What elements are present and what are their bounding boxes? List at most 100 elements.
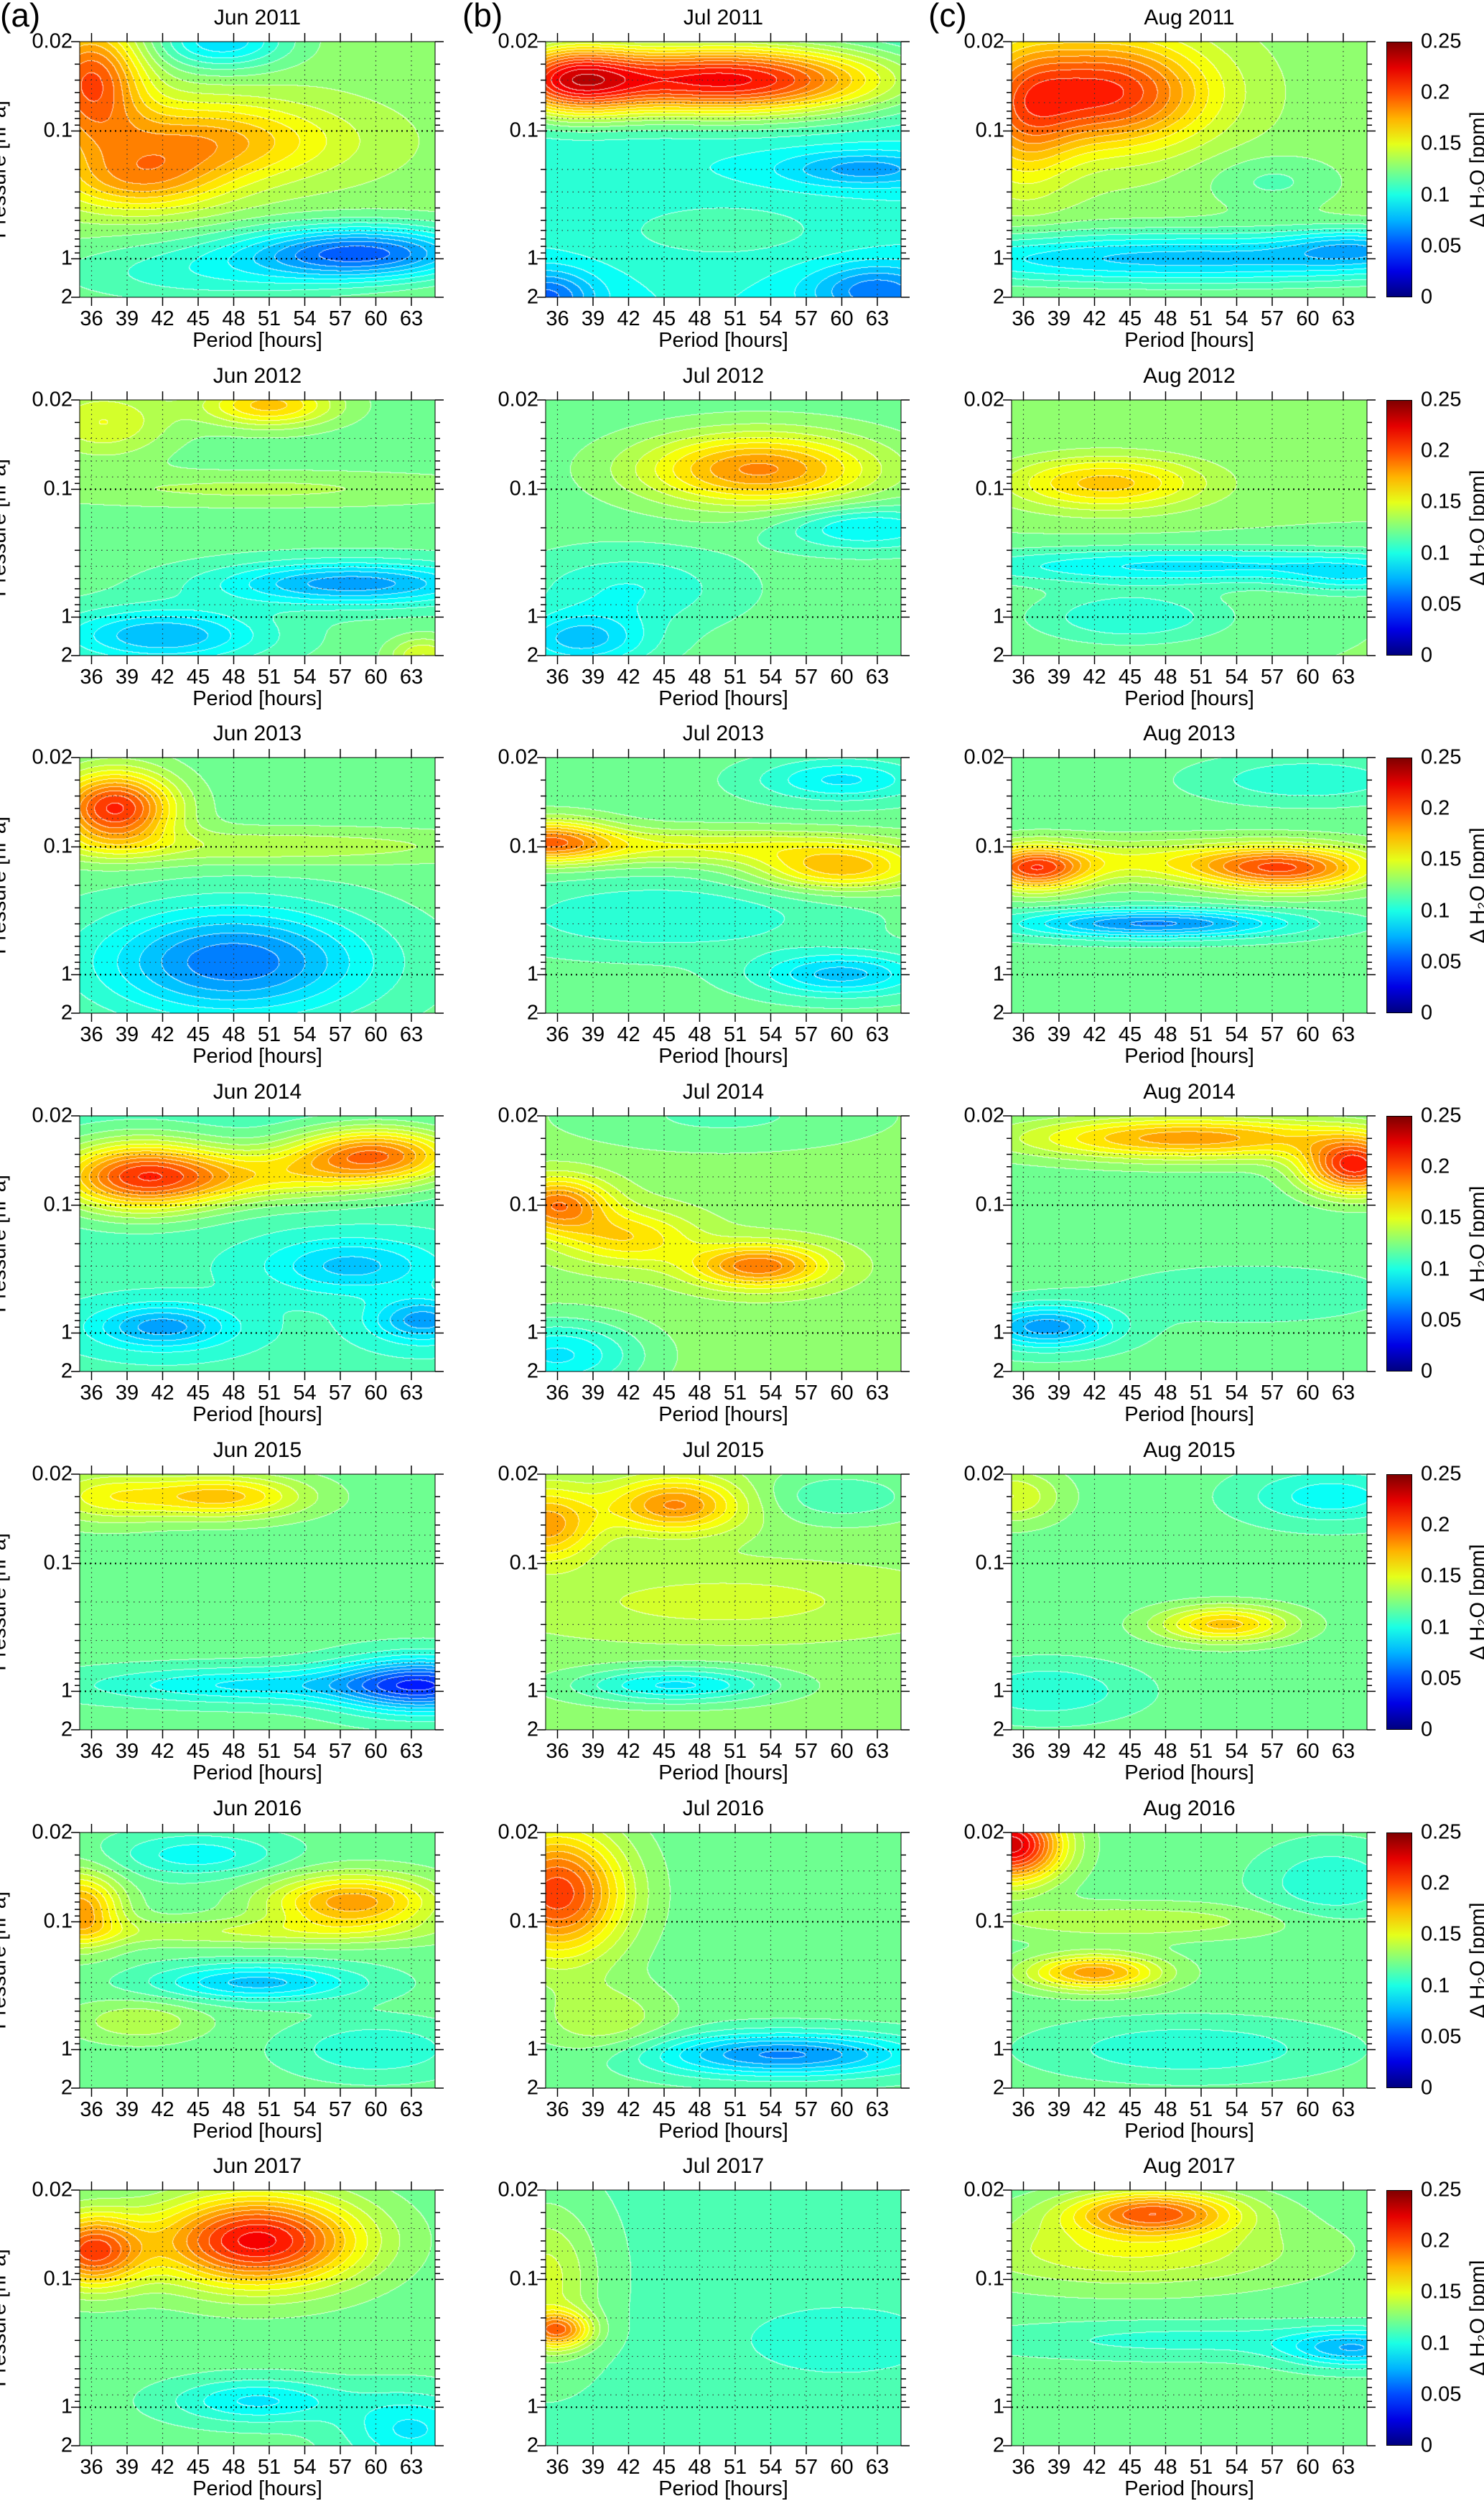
x-axis-label: Period [hours]	[80, 1045, 435, 1068]
x-tick-label: 51	[1190, 1023, 1213, 1047]
x-tick-label: 48	[1154, 1023, 1177, 1047]
panel-title: Jun 2017	[80, 2154, 435, 2179]
x-tick-label: 63	[866, 1740, 889, 1764]
x-tick-label: 45	[187, 1382, 210, 1405]
x-tick-label: 39	[582, 1023, 605, 1047]
x-tick-label: 36	[546, 666, 569, 689]
y-tick-label: 2	[61, 1360, 73, 1384]
x-tick-label: 51	[724, 307, 747, 331]
x-tick-label: 42	[617, 1740, 640, 1764]
x-tick-label: 51	[258, 1023, 281, 1047]
x-tick-label: 57	[1261, 1023, 1284, 1047]
x-tick-label: 39	[116, 2456, 139, 2479]
y-axis-label: Pressure [hPa]	[0, 1175, 11, 1313]
y-tick-label: 2	[61, 2077, 73, 2100]
x-tick-label: 60	[364, 1740, 387, 1764]
panel-title: Jul 2014	[546, 1080, 901, 1104]
colorbar-tick-label: 0.2	[1421, 1514, 1450, 1537]
colorbar-tick-label: 0.15	[1421, 132, 1461, 156]
y-tick-label: 0.02	[498, 746, 538, 770]
y-tick-label: 2	[527, 2434, 538, 2458]
colorbar-tick-label: 0.05	[1421, 2383, 1461, 2406]
x-tick-label: 39	[116, 1382, 139, 1405]
y-tick-label: 0.1	[44, 2268, 73, 2291]
x-tick-label: 48	[1154, 1740, 1177, 1764]
y-tick-label: 2	[993, 644, 1004, 668]
x-tick-label: 36	[80, 1382, 103, 1405]
x-tick-label: 42	[1083, 307, 1106, 331]
y-axis-label: Pressure [hPa]	[0, 1533, 11, 1671]
x-tick-label: 48	[222, 666, 245, 689]
y-tick-label: 2	[61, 644, 73, 668]
y-tick-label: 2	[527, 2077, 538, 2100]
x-tick-label: 60	[1296, 307, 1319, 331]
x-tick-label: 51	[258, 666, 281, 689]
y-tick-label: 2	[993, 2077, 1004, 2100]
x-tick-label: 39	[1047, 1023, 1070, 1047]
x-axis-label: Period [hours]	[1012, 1403, 1367, 1427]
x-tick-label: 39	[1047, 1740, 1070, 1764]
x-tick-label: 36	[546, 2098, 569, 2122]
x-tick-label: 60	[1296, 1740, 1319, 1764]
y-tick-label: 1	[527, 2038, 538, 2062]
x-tick-label: 57	[795, 307, 818, 331]
x-tick-label: 57	[329, 1740, 352, 1764]
x-tick-label: 39	[582, 1740, 605, 1764]
y-tick-label: 0.1	[510, 478, 538, 501]
x-axis-label: Period [hours]	[80, 2120, 435, 2143]
x-tick-label: 45	[187, 1023, 210, 1047]
panel-title: Jun 2016	[80, 1797, 435, 1821]
y-tick-label: 2	[993, 1002, 1004, 1025]
panel-title: Aug 2016	[1012, 1797, 1367, 1821]
x-tick-label: 63	[1332, 1382, 1355, 1405]
x-tick-label: 36	[546, 2456, 569, 2479]
x-tick-label: 51	[1190, 1382, 1213, 1405]
y-tick-label: 0.02	[498, 1821, 538, 1845]
x-tick-label: 54	[293, 307, 316, 331]
colorbar-tick-label: 0.05	[1421, 592, 1461, 616]
y-tick-label: 1	[527, 1680, 538, 1703]
colorbar-tick-label: 0.15	[1421, 848, 1461, 872]
x-tick-label: 39	[582, 2098, 605, 2122]
x-tick-label: 63	[400, 1382, 423, 1405]
x-tick-label: 54	[1225, 2456, 1248, 2479]
x-tick-label: 39	[116, 2098, 139, 2122]
x-tick-label: 57	[1261, 1382, 1284, 1405]
x-tick-label: 39	[1047, 666, 1070, 689]
x-tick-label: 57	[795, 2098, 818, 2122]
y-tick-label: 0.1	[510, 1910, 538, 1934]
y-tick-label: 0.02	[498, 1104, 538, 1128]
y-tick-label: 1	[61, 963, 73, 987]
x-tick-label: 45	[1119, 2456, 1142, 2479]
panel-title: Jul 2012	[546, 364, 901, 388]
x-tick-label: 63	[1332, 1023, 1355, 1047]
panel-title: Aug 2013	[1012, 722, 1367, 746]
colorbar-tick-label: 0	[1421, 1002, 1432, 1025]
colorbar-tick-label: 0.1	[1421, 1974, 1450, 1998]
colorbar-tick-label: 0.15	[1421, 490, 1461, 514]
x-axis-label: Period [hours]	[1012, 2120, 1367, 2143]
x-tick-label: 42	[617, 307, 640, 331]
colorbar-label: Δ H₂O [ppm]	[1467, 470, 1484, 585]
colorbar-tick-label: 0.1	[1421, 541, 1450, 565]
x-tick-label: 54	[759, 2098, 782, 2122]
panel-title: Jul 2015	[546, 1438, 901, 1463]
x-tick-label: 48	[222, 1382, 245, 1405]
x-tick-label: 51	[258, 2456, 281, 2479]
x-tick-label: 51	[724, 1740, 747, 1764]
x-tick-label: 57	[329, 666, 352, 689]
panel-title: Jun 2014	[80, 1080, 435, 1104]
x-tick-label: 57	[795, 2456, 818, 2479]
y-tick-label: 0.1	[44, 1193, 73, 1217]
x-tick-label: 63	[866, 1023, 889, 1047]
y-tick-label: 1	[61, 605, 73, 629]
x-tick-label: 36	[80, 2456, 103, 2479]
y-tick-label: 0.02	[498, 30, 538, 54]
